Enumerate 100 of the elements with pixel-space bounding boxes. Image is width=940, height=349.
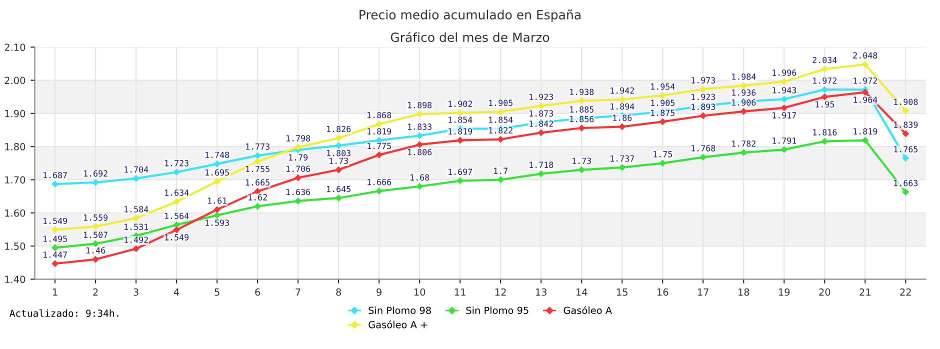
data-label: 1.718 [530, 162, 554, 168]
data-label: 1.875 [651, 110, 674, 116]
data-label: 1.923 [692, 94, 716, 100]
data-label: 1.905 [651, 100, 674, 106]
x-tick-label: 4 [174, 288, 180, 296]
y-tick-label: 1.80 [5, 143, 26, 150]
data-label: 1.923 [530, 94, 554, 100]
data-label: 1.964 [854, 96, 878, 103]
data-label: 1.819 [854, 128, 878, 134]
data-label: 1.996 [772, 70, 796, 76]
data-label: 1.549 [165, 234, 189, 240]
data-label: 1.943 [772, 87, 796, 94]
data-label: 1.704 [124, 166, 148, 173]
x-tick-label: 2 [93, 288, 98, 296]
data-label: 1.768 [692, 145, 716, 152]
data-label: 1.663 [894, 180, 918, 186]
data-label: 1.816 [813, 129, 837, 136]
data-label: 1.73 [572, 158, 592, 164]
data-label: 1.593 [206, 220, 229, 226]
data-label: 1.908 [894, 98, 918, 105]
data-label: 1.906 [732, 99, 756, 106]
data-label: 1.885 [570, 106, 594, 113]
data-label: 1.984 [732, 73, 756, 80]
data-label: 1.917 [772, 112, 796, 118]
data-label: 1.447 [43, 252, 67, 258]
data-label: 1.75 [654, 151, 672, 158]
x-tick-label: 21 [860, 288, 870, 296]
y-tick-label: 1.50 [5, 242, 26, 250]
y-tick-label: 1.60 [5, 209, 26, 217]
data-label: 1.86 [613, 114, 632, 121]
data-label: 1.636 [286, 188, 310, 196]
x-tick-label: 14 [576, 288, 588, 296]
data-label: 1.564 [165, 212, 189, 220]
data-label: 1.819 [368, 128, 392, 134]
data-label: 1.584 [124, 206, 148, 212]
data-label: 1.826 [327, 126, 351, 132]
data-label: 1.973 [692, 77, 716, 84]
x-tick-label: 20 [819, 288, 830, 296]
legend-label: Gasóleo A [564, 306, 612, 314]
data-label: 1.798 [286, 135, 310, 142]
data-label: 1.706 [286, 166, 310, 172]
y-tick-label: 1.70 [5, 176, 26, 184]
data-label: 1.549 [43, 218, 68, 224]
chart-title: Precio medio acumulado en España [360, 10, 580, 22]
data-label: 1.687 [43, 172, 67, 178]
y-tick-label: 1.40 [5, 276, 26, 284]
data-label: 1.737 [610, 155, 634, 162]
x-tick-label: 17 [698, 288, 708, 296]
x-tick-label: 16 [657, 288, 668, 296]
data-label: 1.46 [86, 247, 106, 254]
data-label: 1.791 [772, 137, 796, 144]
data-label: 1.819 [448, 128, 472, 134]
data-label: 2.034 [812, 56, 837, 64]
data-label: 1.833 [408, 124, 432, 130]
x-tick-label: 9 [376, 288, 382, 296]
data-label: 1.942 [610, 87, 634, 94]
data-label: 1.61 [208, 197, 227, 204]
y-tick-label: 2.10 [4, 44, 26, 51]
x-tick-label: 22 [900, 288, 911, 296]
x-tick-label: 19 [779, 288, 790, 296]
data-label: 1.898 [408, 102, 432, 108]
data-label: 1.822 [489, 127, 512, 134]
data-label: 1.893 [692, 104, 716, 110]
x-tick-label: 3 [134, 288, 138, 296]
data-label: 1.634 [165, 190, 189, 196]
data-label: 1.803 [327, 150, 350, 156]
data-label: 1.854 [448, 116, 472, 123]
data-label: 1.666 [368, 178, 392, 186]
x-tick-label: 8 [336, 288, 341, 296]
data-label: 2.048 [853, 52, 878, 59]
data-label: 1.492 [124, 236, 148, 243]
y-tick-label: 1.90 [5, 110, 26, 118]
y-tick-label: 2.00 [4, 76, 26, 84]
data-label: 1.936 [732, 89, 756, 96]
data-label: 1.782 [732, 140, 756, 147]
data-label: 1.559 [84, 214, 108, 221]
data-label: 1.73 [330, 158, 348, 164]
x-tick-label: 15 [616, 288, 628, 296]
data-label: 1.507 [84, 232, 108, 238]
data-label: 1.697 [448, 168, 472, 175]
legend-label: Sin Plomo 95 [466, 306, 528, 314]
data-label: 1.692 [84, 170, 108, 177]
x-tick-label: 10 [414, 288, 426, 296]
legend-label: Sin Plomo 98 [368, 306, 431, 314]
legend-label: Gasóleo A + [368, 320, 428, 328]
data-label: 1.972 [854, 77, 877, 84]
x-tick-label: 7 [296, 288, 300, 296]
x-tick-label: 6 [255, 288, 260, 296]
data-label: 1.68 [410, 174, 430, 181]
data-label: 1.842 [530, 120, 553, 127]
data-label: 1.938 [570, 88, 594, 96]
data-label: 1.854 [489, 116, 513, 123]
data-label: 1.972 [813, 77, 836, 84]
data-label: 1.905 [489, 100, 512, 106]
data-label: 1.894 [610, 103, 634, 110]
data-label: 1.839 [894, 122, 918, 128]
data-label: 1.7 [494, 168, 508, 174]
text: Actualizado: 9:34h. [10, 309, 118, 317]
x-tick-label: 18 [738, 288, 750, 296]
data-label: 1.695 [206, 169, 229, 176]
